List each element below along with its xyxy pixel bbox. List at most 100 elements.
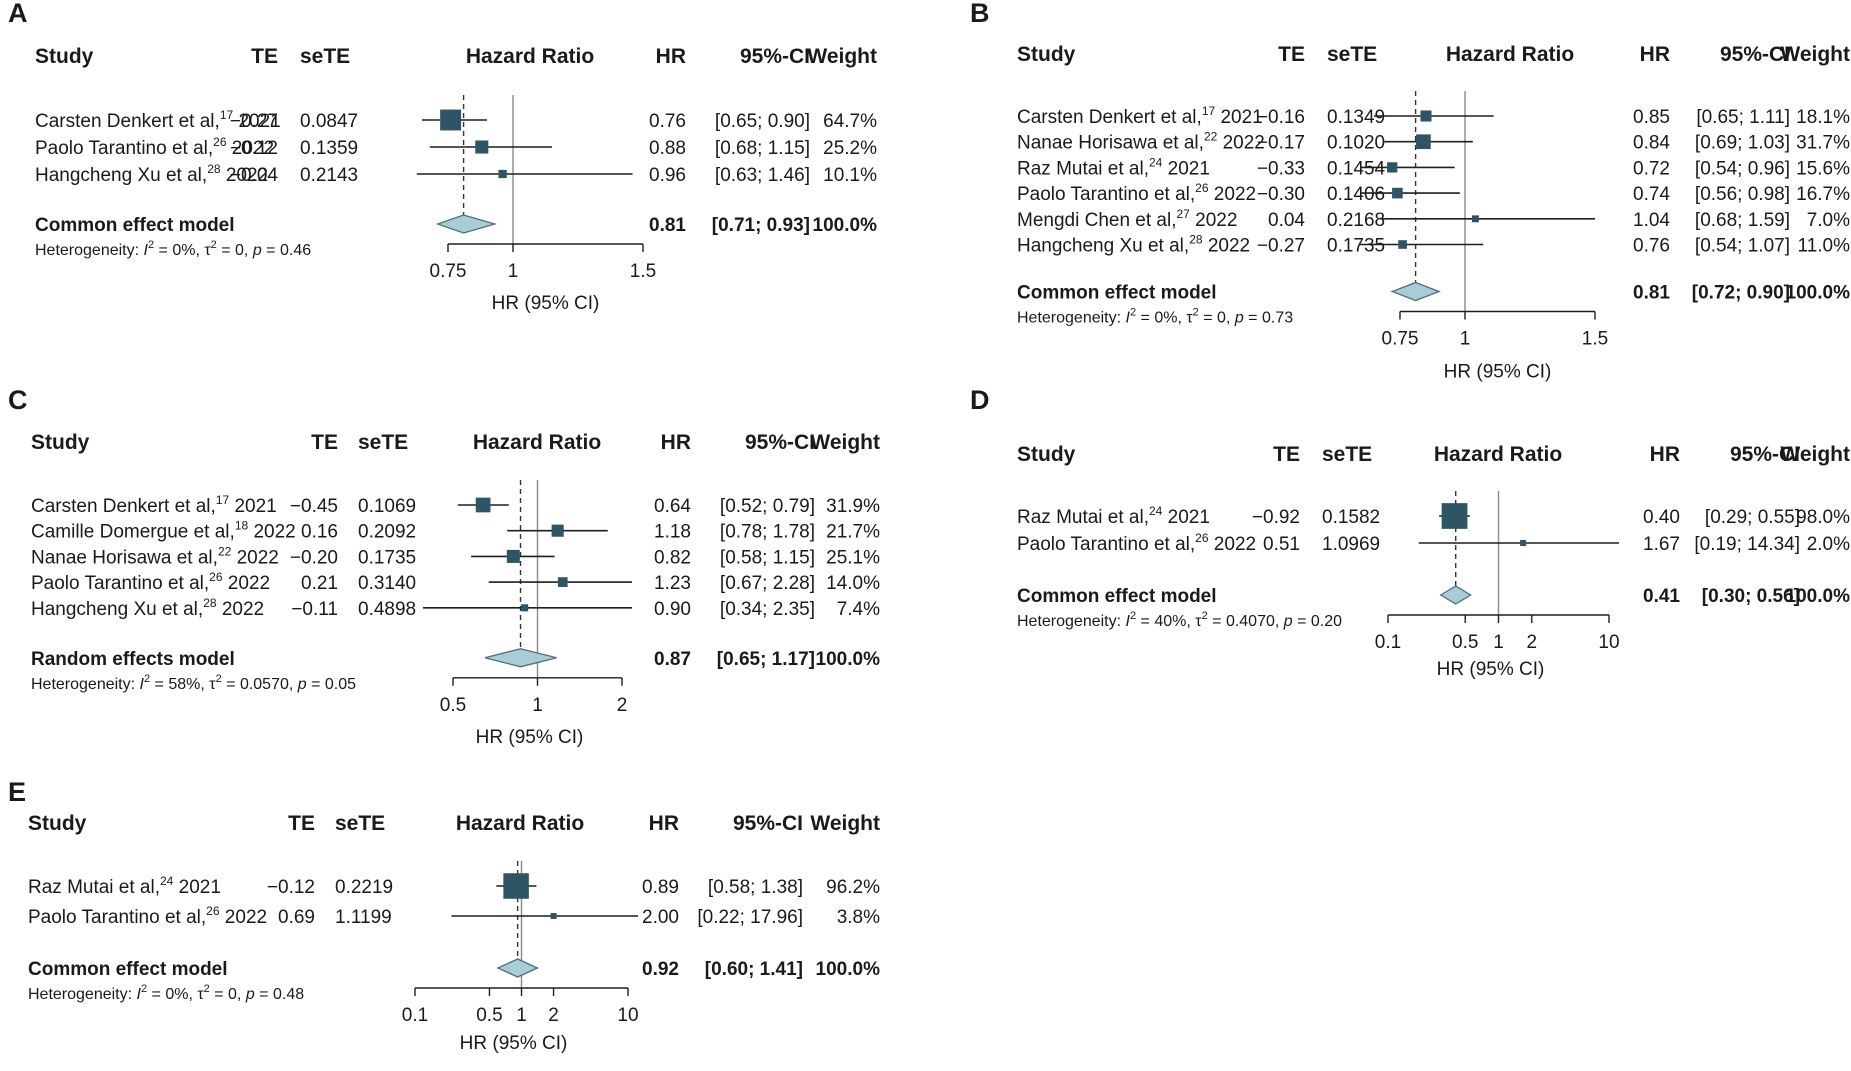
study-sete: 0.0847 [300, 111, 358, 132]
study-weight: 96.2% [826, 877, 880, 898]
study-te: −0.27 [230, 111, 278, 132]
header-study: Study [1017, 43, 1076, 66]
study-weight: 16.7% [1796, 184, 1850, 205]
study-weight: 7.0% [1807, 210, 1850, 231]
study-ci: [0.54; 1.07] [1695, 236, 1790, 257]
header-sete: seTE [358, 431, 408, 454]
panel-letter: C [8, 385, 28, 415]
study-row: Paolo Tarantino et al,26 2022 0.21 0.3140 1… [31, 570, 880, 594]
pooled-ci: [0.60; 1.41] [705, 959, 803, 980]
effect-square [1398, 240, 1407, 249]
pooled-hr: 0.87 [654, 649, 691, 670]
axis-tick-label: 0.75 [1382, 329, 1419, 350]
effect-square [506, 549, 520, 563]
effect-square [1387, 162, 1398, 173]
header-te: TE [251, 45, 278, 68]
axis-tick-label: 1 [532, 695, 543, 716]
study-sete: 0.1582 [1322, 507, 1380, 528]
study-ci: [0.58; 1.15] [720, 547, 815, 568]
study-sete: 0.1069 [358, 496, 416, 517]
axis-tick-label: 0.5 [476, 1005, 502, 1026]
study-name: Hangcheng Xu et al,28 2022 [1017, 233, 1250, 257]
study-weight: 25.2% [823, 138, 877, 159]
panel-letter: E [8, 777, 26, 807]
study-ci: [0.67; 2.28] [720, 573, 815, 594]
axis-label: HR (95% CI) [476, 727, 584, 748]
study-weight: 64.7% [823, 111, 877, 132]
study-row: Carsten Denkert et al,17 2021−0.16 0.1349… [1017, 104, 1850, 128]
header-hazard-ratio: Hazard Ratio [456, 812, 584, 835]
study-name: Carsten Denkert et al,17 2021 [31, 493, 277, 517]
header-hazard-ratio: Hazard Ratio [466, 45, 594, 68]
study-name: Hangcheng Xu et al,28 2022 [35, 162, 268, 186]
pooled-row: Common effect model 0.81 [0.71; 0.93] 100.0… [35, 214, 877, 236]
header-study: Study [31, 431, 90, 454]
study-ci: [0.63; 1.46] [715, 165, 810, 186]
study-ci: [0.58; 1.38] [708, 877, 803, 898]
study-hr: 2.00 [642, 907, 679, 928]
heterogeneity-text: Heterogeneity: I2 = 0%, τ2 = 0, p = 0.46 [35, 239, 311, 259]
study-row: Hangcheng Xu et al,28 2022−0.04 0.2143 0.9… [35, 162, 877, 186]
study-row: Nanae Horisawa et al,22 2022−0.17 0.1020 0… [1017, 130, 1850, 154]
pooled-diamond [484, 648, 557, 668]
study-ci: [0.19; 14.34] [1694, 534, 1800, 555]
study-name: Raz Mutai et al,24 2021 [1017, 155, 1210, 179]
pooled-ci: [0.30; 0.56] [1702, 586, 1800, 607]
study-sete: 0.1735 [358, 547, 416, 568]
study-name: Paolo Tarantino et al,26 2022 [1017, 181, 1256, 205]
axis-tick-label: 2 [1526, 632, 1537, 653]
study-hr: 1.04 [1633, 210, 1670, 231]
study-te: −0.16 [1257, 107, 1305, 128]
study-weight: 15.6% [1796, 158, 1850, 179]
axis-label: HR (95% CI) [460, 1033, 568, 1054]
axis-tick-label: 0.75 [430, 261, 467, 282]
study-weight: 31.9% [826, 496, 880, 517]
effect-square [498, 169, 507, 179]
study-te: −0.45 [290, 496, 338, 517]
study-te: 0.04 [1268, 210, 1305, 231]
header-hazard-ratio: Hazard Ratio [1446, 43, 1574, 66]
header-sete: seTE [1327, 43, 1377, 66]
x-axis: 0.1 0.5 1 2 10 HR (95% CI) [1375, 614, 1620, 680]
pooled-weight: 100.0% [1786, 586, 1851, 607]
study-name: Raz Mutai et al,24 2021 [28, 874, 221, 898]
pooled-hr: 0.92 [642, 959, 679, 980]
study-hr: 0.74 [1633, 184, 1670, 205]
header-hr: HR [1640, 43, 1670, 66]
effect-square [1520, 540, 1527, 546]
study-ci: [0.22; 17.96] [697, 907, 803, 928]
x-axis: 0.75 1 1.5 HR (95% CI) [1382, 310, 1608, 383]
study-name: Hangcheng Xu et al,28 2022 [31, 596, 264, 620]
study-row: Raz Mutai et al,24 2021 −0.12 0.2219 0.89 [0… [28, 873, 880, 899]
heterogeneity-text: Heterogeneity: I2 = 40%, τ2 = 0.4070, p … [1017, 610, 1342, 630]
study-te: −0.17 [1257, 133, 1305, 154]
pooled-row: Common effect model 0.92 [0.60; 1.41] 100.0… [28, 958, 880, 980]
study-name: Paolo Tarantino et al,26 2022 [28, 904, 267, 928]
study-name: Camille Domergue et al,18 2022 [31, 519, 296, 543]
study-ci: [0.52; 0.79] [720, 496, 815, 517]
axis-label: HR (95% CI) [1437, 659, 1545, 680]
study-sete: 1.0969 [1322, 534, 1380, 555]
study-row: Paolo Tarantino et al,26 2022−0.12 0.1359… [35, 135, 877, 159]
header-ci: 95%-CI [740, 45, 810, 68]
study-sete: 0.2092 [358, 522, 416, 543]
axis-tick-label: 2 [617, 695, 628, 716]
effect-square [1392, 187, 1403, 199]
study-hr: 0.96 [649, 165, 686, 186]
study-name: Mengdi Chen et al,27 2022 [1017, 207, 1237, 231]
effect-square [551, 524, 564, 537]
pooled-row: Common effect model 0.81 [0.72; 0.90]100.0… [1017, 281, 1850, 304]
x-axis: 0.5 1 2 HR (95% CI) [440, 677, 628, 748]
study-row: Hangcheng Xu et al,28 2022 −0.27 0.1735 0.7… [1017, 233, 1850, 257]
header-weight: Weight [1780, 443, 1850, 466]
panel-letter: D [970, 385, 990, 415]
pooled-diamond [1439, 585, 1472, 605]
study-te: −0.92 [1252, 507, 1300, 528]
study-ci: [0.68; 1.15] [715, 138, 810, 159]
axis-tick-label: 0.5 [440, 695, 466, 716]
study-row: Nanae Horisawa et al,22 2022 −0.20 0.1735 0… [31, 544, 880, 568]
axis-tick-label: 2 [548, 1005, 559, 1026]
